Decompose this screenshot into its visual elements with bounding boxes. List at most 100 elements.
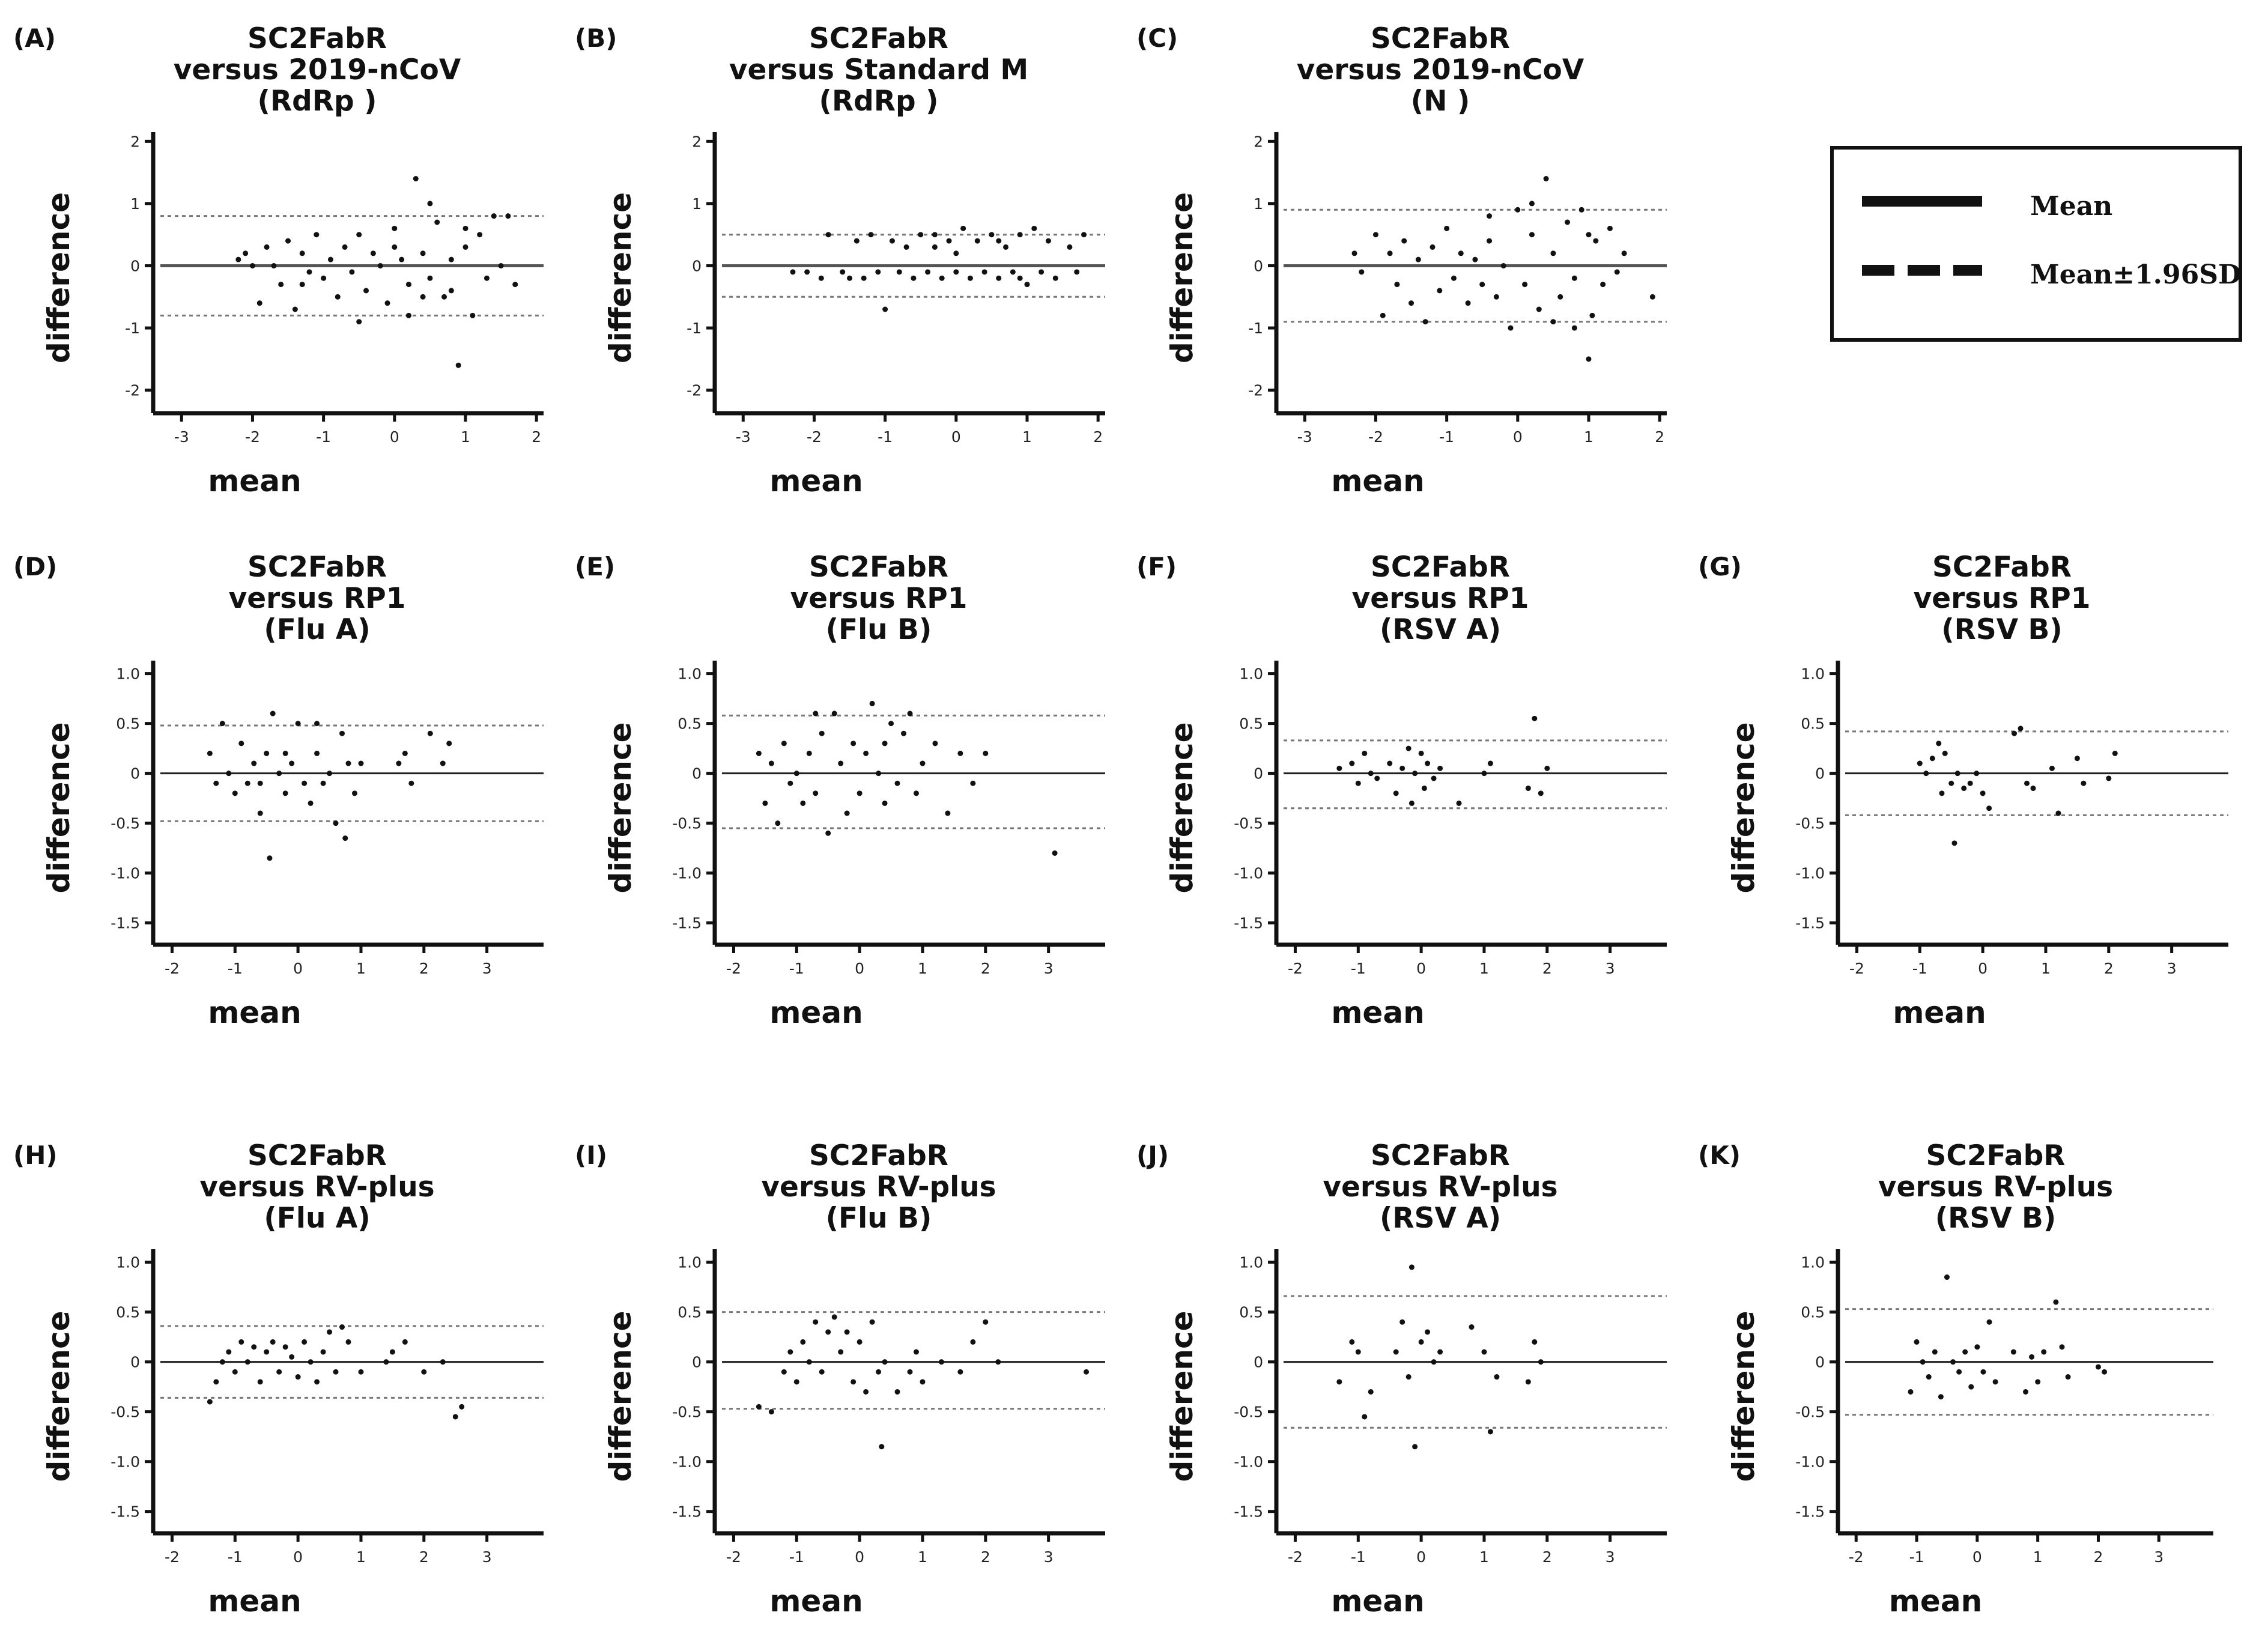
- data-point: [421, 1369, 427, 1375]
- data-point: [967, 275, 973, 281]
- data-point: [470, 312, 476, 318]
- data-point: [1929, 756, 1935, 762]
- data-point: [844, 1329, 850, 1335]
- title-line: (RSV A): [1380, 613, 1501, 646]
- data-point: [983, 1319, 989, 1325]
- data-point: [2055, 810, 2061, 816]
- x-tick-label: 0: [855, 960, 864, 977]
- x-tick-label: 2: [419, 1548, 429, 1566]
- title-line: SC2FabR: [1932, 551, 2072, 584]
- data-point: [256, 300, 262, 306]
- data-point: [370, 250, 376, 256]
- data-point: [491, 213, 497, 219]
- data-point: [1362, 1414, 1368, 1420]
- x-tick-label: -2: [1849, 960, 1864, 977]
- data-point: [1351, 250, 1357, 256]
- title-line: (RSV A): [1380, 1202, 1501, 1235]
- y-tick-label: 1.0: [116, 1254, 140, 1271]
- x-tick-label: -2: [165, 1548, 180, 1566]
- data-point: [1017, 275, 1023, 281]
- data-point: [1405, 1374, 1411, 1380]
- data-point: [1368, 771, 1374, 777]
- x-tick-label: -1: [789, 1548, 804, 1566]
- data-point: [1586, 356, 1592, 362]
- data-point: [831, 710, 837, 716]
- y-axis-title: difference: [41, 1310, 76, 1482]
- data-point: [1380, 312, 1386, 318]
- y-tick-label: 0: [692, 258, 702, 275]
- data-point: [462, 244, 468, 250]
- title-line: versus 2019-nCoV: [174, 53, 461, 86]
- data-point: [251, 1344, 257, 1350]
- data-point: [818, 275, 824, 281]
- data-point: [1412, 1444, 1418, 1450]
- data-point: [896, 269, 902, 275]
- data-point: [889, 238, 895, 244]
- data-point: [314, 750, 320, 756]
- x-tick-label: -2: [1288, 1548, 1303, 1566]
- data-point: [813, 710, 819, 716]
- data-point: [295, 1374, 301, 1380]
- data-point: [907, 710, 913, 716]
- data-point: [925, 269, 931, 275]
- data-point: [1951, 840, 1957, 846]
- data-point: [207, 750, 213, 756]
- y-tick-label: -1.5: [672, 1503, 702, 1521]
- x-tick-label: 2: [419, 960, 429, 977]
- y-tick-label: 1.0: [1239, 665, 1263, 683]
- data-point: [932, 244, 938, 250]
- data-point: [989, 232, 995, 238]
- data-point: [1939, 790, 1945, 796]
- data-point: [249, 263, 255, 268]
- data-point: [1422, 319, 1428, 325]
- x-tick-label: 0: [1416, 960, 1426, 977]
- data-point: [358, 760, 364, 766]
- data-point: [1500, 263, 1506, 268]
- data-point: [484, 275, 490, 281]
- data-point: [903, 244, 909, 250]
- y-axis-title: difference: [1726, 722, 1761, 893]
- data-point: [448, 256, 454, 262]
- data-point: [1961, 786, 1967, 792]
- data-point: [267, 855, 273, 861]
- x-tick-label: 3: [1605, 1548, 1615, 1566]
- data-point: [1437, 1349, 1443, 1355]
- data-point: [882, 741, 888, 747]
- data-point: [1550, 319, 1556, 325]
- data-point: [1607, 225, 1613, 231]
- data-point: [869, 1319, 875, 1325]
- data-point: [957, 750, 963, 756]
- data-point: [825, 232, 831, 238]
- x-tick-label: 1: [461, 428, 470, 446]
- data-point: [913, 790, 919, 796]
- data-point: [1399, 1319, 1405, 1325]
- data-point: [295, 721, 301, 727]
- x-tick-label: 3: [482, 1548, 492, 1566]
- data-point: [405, 312, 411, 318]
- data-point: [302, 780, 308, 786]
- data-point: [804, 269, 810, 275]
- data-point: [996, 275, 1002, 281]
- data-point: [970, 780, 976, 786]
- panel-label: (E): [575, 552, 615, 581]
- panel-label: (I): [575, 1141, 607, 1170]
- data-point: [1451, 275, 1457, 281]
- data-point: [383, 1359, 389, 1365]
- title-line: versus RV-plus: [1323, 1171, 1557, 1204]
- data-point: [1487, 760, 1493, 766]
- panel-label: (C): [1136, 23, 1178, 53]
- data-point: [2081, 780, 2087, 786]
- data-point: [1408, 1264, 1414, 1270]
- data-point: [1052, 275, 1058, 281]
- data-point: [226, 771, 232, 777]
- data-point: [2095, 1364, 2101, 1370]
- data-point: [756, 1404, 762, 1410]
- y-tick-label: -0.5: [1795, 1404, 1825, 1421]
- data-point: [1456, 800, 1462, 806]
- data-point: [2012, 730, 2018, 736]
- data-point: [282, 1344, 288, 1350]
- data-point: [787, 1349, 793, 1355]
